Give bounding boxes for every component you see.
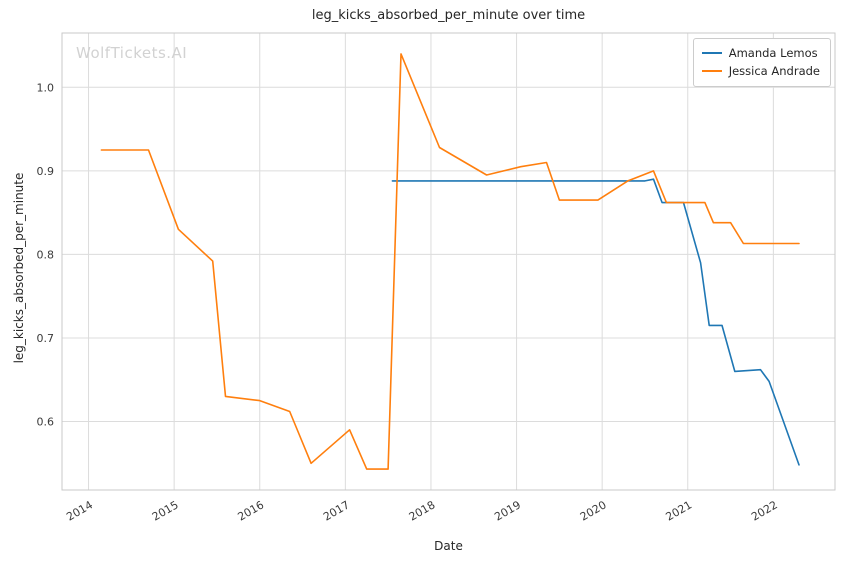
y-tick-label: 0.9: [37, 165, 55, 178]
legend-line-swatch: [701, 70, 722, 72]
legend-label: Amanda Lemos: [728, 46, 818, 60]
x-tick-label: 2018: [407, 498, 438, 523]
plot-border: [61, 32, 836, 491]
legend-label: Jessica Andrade: [728, 64, 820, 78]
x-tick-label: 2016: [235, 498, 266, 523]
y-tick-label: 0.7: [37, 332, 55, 345]
x-tick-label: 2021: [664, 498, 695, 523]
y-tick-label: 1.0: [37, 81, 55, 94]
x-tick-label: 2015: [150, 498, 181, 523]
chart-title: leg_kicks_absorbed_per_minute over time: [311, 8, 586, 23]
series-line-jessica-andrade: [100, 53, 800, 470]
x-tick-label: 2014: [64, 498, 95, 523]
x-axis-label: Date: [434, 539, 463, 553]
legend-item-jessica-andrade: Jessica Andrade: [701, 62, 820, 80]
y-tick-label: 0.8: [37, 248, 55, 261]
x-tick-label: 2020: [578, 498, 609, 523]
series-line-amanda-lemos: [391, 178, 800, 466]
legend-line-swatch: [701, 52, 722, 54]
x-tick-label: 2022: [749, 498, 780, 523]
legend-item-amanda-lemos: Amanda Lemos: [701, 44, 820, 62]
y-axis-label: leg_kicks_absorbed_per_minute: [12, 172, 26, 364]
x-tick-label: 2019: [492, 498, 523, 523]
x-tick-label: 2017: [321, 498, 352, 523]
y-tick-label: 0.6: [37, 415, 55, 428]
watermark: WolfTickets.AI: [76, 44, 188, 62]
legend: Amanda Lemos Jessica Andrade: [692, 38, 831, 87]
